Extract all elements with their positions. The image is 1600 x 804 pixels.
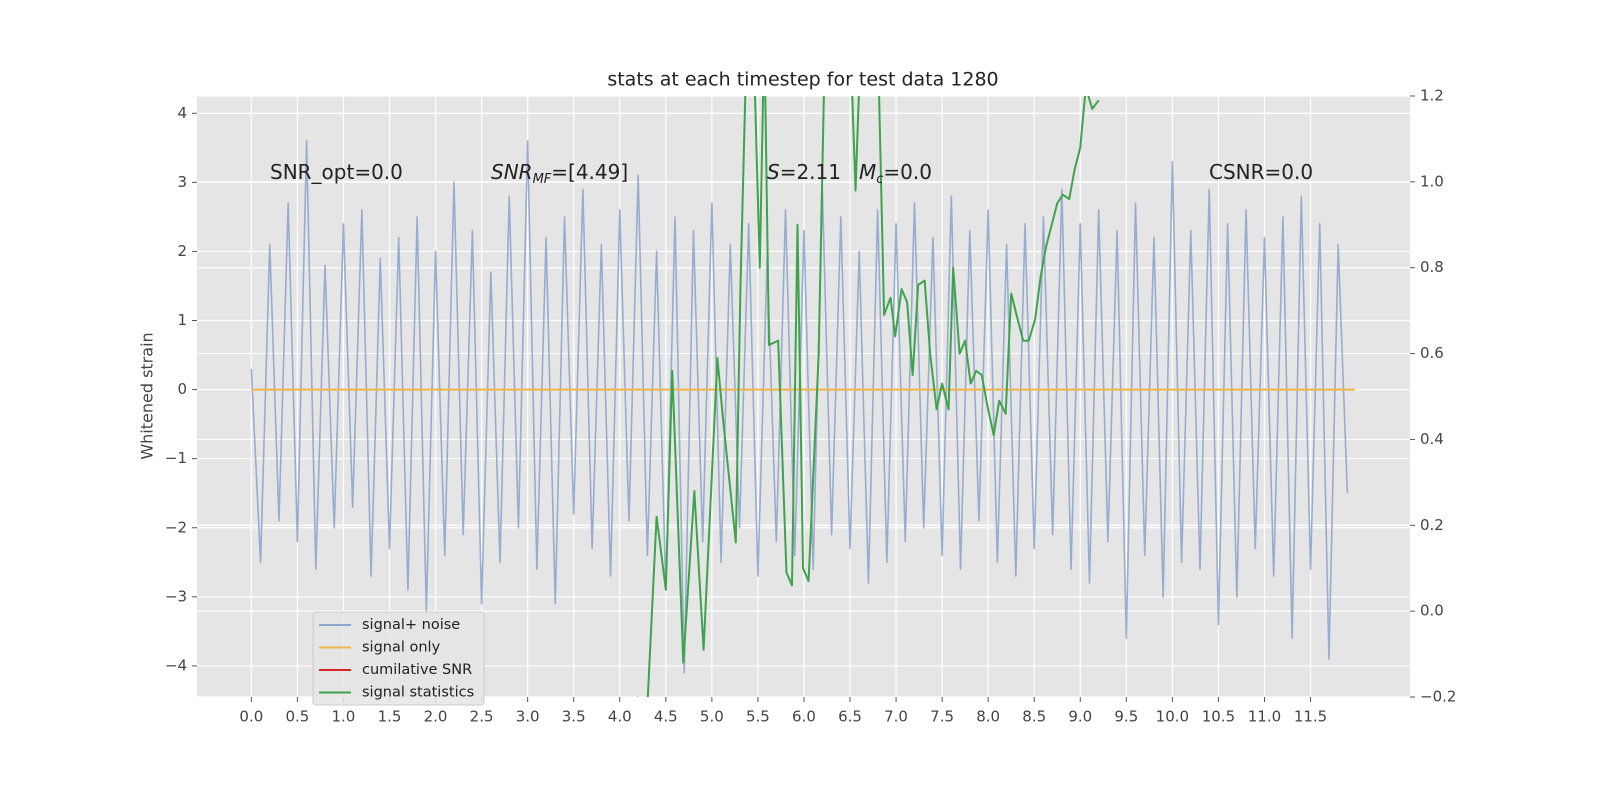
x-tick-label: 8.5 [1022,708,1046,726]
annotations: SNR_opt=0.0 SNRMF=[4.49] S=2.11 Mc=0.0 CSNR=… [270,160,1313,187]
legend-label: signal statistics [362,685,474,701]
x-tick-label: 1.0 [332,708,356,726]
annotation-text: SNR [491,160,533,184]
data-line [637,96,1100,697]
x-tick-label: 4.5 [654,708,678,726]
annotation-text: CSNR=0.0 [1209,160,1313,184]
x-tick-label: 6.0 [792,708,816,726]
x-tick-label: 10.5 [1202,708,1235,726]
y-tick-label: 4 [177,104,187,122]
y-tick-label: −1 [165,449,187,467]
y2-tick-label: 1.0 [1420,172,1444,190]
y2-tick-label: 0.4 [1420,430,1444,448]
y2-tick-label: 0.6 [1420,344,1444,362]
x-tick-label: 8.0 [976,708,1000,726]
annotation-rest: =0.0 [883,160,932,184]
y-tick-label: 2 [177,242,187,260]
x-tick-label: 6.5 [838,708,862,726]
y2-tick-label: −0.2 [1420,688,1456,706]
legend-label: cumilative SNR [362,662,472,678]
annotation-rest: =[4.49] [551,160,628,184]
y-tick-label: −3 [165,587,187,605]
x-tick-label: 9.5 [1114,708,1138,726]
y2-tick-label: 1.2 [1420,87,1444,105]
annotation-text: SNR_opt=0.0 [270,160,403,184]
legend: signal+ noise signal only cumilative SNR si… [312,611,485,706]
annotation: S=2.11 [767,160,841,184]
legend-label: signal+ noise [362,617,460,633]
x-tick-label: 5.5 [746,708,770,726]
plot-area [250,96,1355,697]
y-axis-label: Whitened strain [138,332,157,459]
x-tick-label: 2.5 [470,708,494,726]
x-tick-label: 5.0 [700,708,724,726]
grid [197,95,1410,698]
y2-tick-label: 0.0 [1420,602,1444,620]
x-tick-label: 3.5 [562,708,586,726]
y2-tick-label: 0.2 [1420,516,1444,534]
x-tick-label: 1.5 [378,708,402,726]
x-tick-label: 11.0 [1248,708,1281,726]
y-tick-label: 0 [177,380,187,398]
annotation-rest: =2.11 [780,160,841,184]
y-tick-label: −2 [165,518,187,536]
legend-box [312,611,485,706]
annotation-text: M [859,160,876,184]
y-tick-label: −4 [165,656,187,674]
x-tick-label: 3.0 [516,708,540,726]
annotation: Mc=0.0 [859,160,932,187]
x-tick-label: 7.0 [884,708,908,726]
y2-tick-label: 0.8 [1420,258,1444,276]
x-tick-label: 4.0 [608,708,632,726]
legend-label: signal only [362,640,441,656]
x-tick-label: 7.5 [930,708,954,726]
annotation-subscript: c [876,172,883,187]
axes: 0.0 0.5 1.0 1.5 2.0 2.5 3.0 3.5 4.0 4.5 5.0 5.5 6.0 6… [165,87,1457,726]
x-tick-label: 11.5 [1294,708,1327,726]
annotation: SNRMF=[4.49] [491,160,628,187]
annotation: SNR_opt=0.0 [270,160,403,184]
x-tick-label: 10.0 [1156,708,1189,726]
x-tick-label: 2.0 [424,708,448,726]
annotation-subscript: MF [533,172,552,187]
y-tick-label: 3 [177,173,187,191]
annotation-text: S [767,160,780,184]
x-tick-label: 0.5 [285,708,309,726]
y-tick-label: 1 [177,311,187,329]
chart-title: stats at each timestep for test data 128… [607,69,998,91]
x-tick-label: 9.0 [1068,708,1092,726]
annotation: CSNR=0.0 [1209,160,1313,184]
x-tick-label: 0.0 [239,708,263,726]
